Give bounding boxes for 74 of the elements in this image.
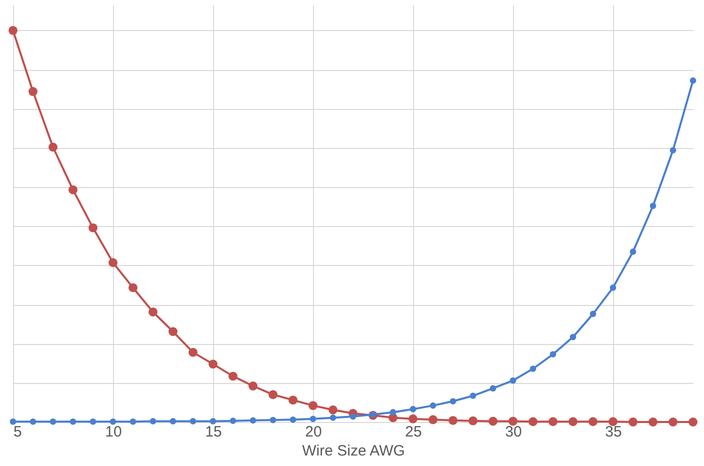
x-tick-label: 30 — [505, 424, 522, 440]
point — [90, 418, 96, 425]
point — [350, 413, 356, 420]
point — [308, 401, 318, 410]
point — [68, 185, 78, 194]
x-axis-title: Wire Size AWG — [302, 442, 405, 460]
point — [268, 390, 278, 400]
point — [110, 418, 116, 425]
point — [70, 418, 76, 425]
point — [290, 416, 296, 423]
point — [88, 223, 98, 232]
point — [628, 418, 638, 426]
point — [488, 416, 498, 426]
point — [48, 142, 58, 152]
point — [450, 398, 456, 404]
point — [668, 418, 678, 426]
point — [548, 417, 558, 426]
point — [630, 248, 636, 255]
point — [210, 418, 216, 424]
x-tick-label: 10 — [105, 424, 122, 440]
x-tick-label: 25 — [405, 424, 422, 440]
x-tick-label: 15 — [205, 424, 222, 440]
point — [590, 310, 596, 318]
point — [50, 418, 56, 425]
point — [390, 409, 396, 416]
point — [410, 406, 416, 412]
point — [608, 417, 618, 426]
point — [188, 348, 198, 357]
x-tick-label: 20 — [305, 424, 322, 440]
point — [408, 414, 418, 424]
point — [330, 414, 336, 421]
point — [228, 372, 238, 381]
point — [588, 417, 598, 426]
point — [470, 392, 476, 399]
point — [310, 416, 316, 422]
point — [168, 327, 178, 336]
point — [108, 258, 118, 268]
point — [148, 308, 158, 316]
x-tick-label: 35 — [605, 424, 622, 440]
point — [250, 417, 256, 424]
point — [28, 87, 38, 96]
point — [468, 416, 478, 426]
point — [270, 416, 276, 424]
point — [328, 405, 338, 414]
point — [430, 402, 436, 409]
point — [30, 418, 36, 425]
point — [428, 415, 438, 424]
x-tick-label: 5 — [14, 424, 22, 440]
point — [650, 202, 656, 210]
point — [288, 396, 298, 405]
point — [670, 147, 676, 154]
point — [570, 334, 576, 340]
point — [530, 366, 536, 372]
point — [568, 417, 578, 426]
point — [10, 418, 16, 425]
point — [610, 284, 616, 291]
point — [190, 418, 196, 424]
point — [690, 77, 696, 84]
point — [688, 418, 698, 426]
point — [248, 382, 258, 390]
point — [230, 418, 236, 424]
point — [510, 377, 516, 384]
point — [130, 418, 136, 425]
point — [150, 418, 156, 424]
point — [528, 417, 538, 426]
point — [208, 360, 218, 369]
point — [170, 418, 176, 424]
point — [8, 26, 18, 35]
point — [490, 385, 496, 392]
point — [508, 416, 518, 426]
point — [128, 283, 138, 292]
point — [648, 418, 658, 426]
point — [550, 351, 556, 358]
point — [448, 416, 458, 425]
